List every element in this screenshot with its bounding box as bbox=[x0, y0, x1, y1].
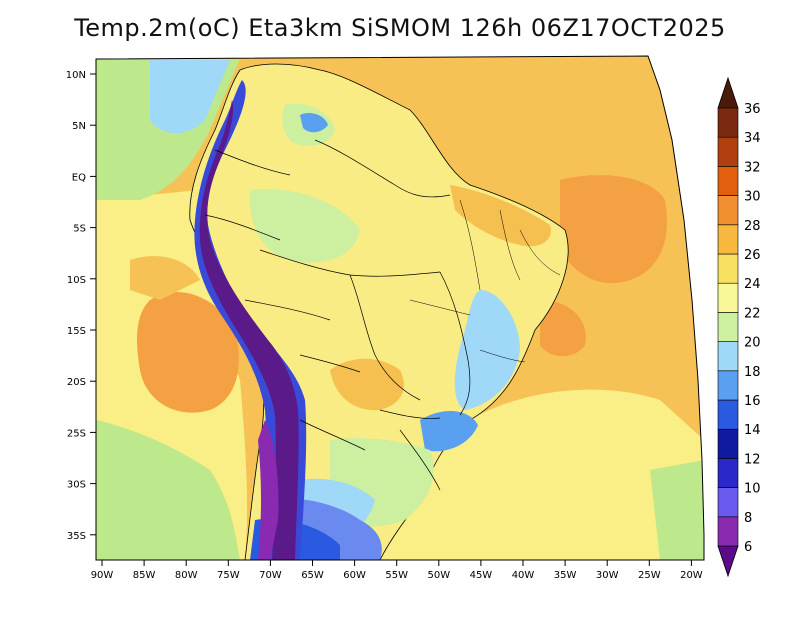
guiana-blue-patch bbox=[300, 113, 328, 133]
pacific-green-band bbox=[96, 420, 240, 560]
lon-label: 70W bbox=[259, 570, 282, 581]
pacific-warm-zone bbox=[137, 291, 239, 413]
colorbar-label: 10 bbox=[744, 482, 761, 497]
colorbar-segment bbox=[717, 136, 739, 167]
map-frame bbox=[95, 55, 705, 561]
lon-label: 45W bbox=[470, 570, 493, 581]
colorbar-label: 32 bbox=[744, 160, 761, 175]
colorbar-segment bbox=[717, 341, 739, 372]
lon-label: 35W bbox=[554, 570, 577, 581]
atlantic-warm-zone bbox=[560, 175, 667, 284]
southeast-cool-highlands bbox=[454, 290, 520, 410]
lon-label: 60W bbox=[343, 570, 366, 581]
colorbar-segment bbox=[717, 516, 739, 547]
lon-label: 25W bbox=[638, 570, 661, 581]
caribbean-sea bbox=[240, 56, 650, 100]
colorbar-segment bbox=[717, 166, 739, 196]
colorbar-label: 26 bbox=[744, 248, 761, 263]
lat-label: 10S bbox=[67, 275, 86, 286]
lat-label: EQ bbox=[72, 172, 86, 183]
lat-label: 20S bbox=[67, 377, 86, 388]
lat-label: 25S bbox=[67, 428, 86, 439]
colorbar-label: 14 bbox=[744, 423, 761, 438]
lon-label: 90W bbox=[91, 570, 114, 581]
lon-label: 65W bbox=[301, 570, 324, 581]
colorbar-label: 34 bbox=[744, 131, 761, 146]
colorbar-segment bbox=[717, 399, 739, 430]
colorbar-label: 6 bbox=[744, 540, 752, 555]
longitude-axis: 90W 85W 80W 75W 70W 65W 60W 55W 50W 45W 40W 35W 30W 2… bbox=[91, 560, 703, 581]
colorbar-segment bbox=[717, 282, 739, 313]
lon-label: 85W bbox=[133, 570, 156, 581]
lat-label: 5S bbox=[73, 224, 86, 235]
andes-deep-peak bbox=[258, 420, 279, 560]
colorbar-segment bbox=[717, 370, 739, 401]
andes-peak-band bbox=[199, 100, 299, 560]
colorbar-segment bbox=[717, 428, 739, 459]
lat-label: 10N bbox=[66, 70, 86, 81]
brazil-border bbox=[259, 139, 471, 491]
colorbar-label: 24 bbox=[744, 277, 761, 292]
lat-label: 30S bbox=[67, 480, 86, 491]
colorbar-label: 12 bbox=[744, 452, 761, 467]
colorbar-label: 28 bbox=[744, 219, 761, 234]
temperature-field bbox=[96, 56, 704, 560]
lon-label: 40W bbox=[512, 570, 535, 581]
colorbar-min-triangle bbox=[717, 545, 739, 578]
southeast-blue-highlands bbox=[420, 410, 478, 452]
colorbar-segment bbox=[717, 195, 739, 226]
lon-label: 80W bbox=[175, 570, 198, 581]
colorbar-segment bbox=[717, 487, 739, 518]
amazon-green-patch bbox=[249, 189, 360, 263]
colorbar-label: 18 bbox=[744, 365, 761, 380]
latitude-axis: 10N 5N EQ 5S 10S 15S 20S 25S 30S 35S bbox=[66, 70, 96, 542]
lon-label: 30W bbox=[596, 570, 619, 581]
state-borders bbox=[409, 199, 561, 363]
country-borders bbox=[204, 139, 561, 491]
colorbar-label: 8 bbox=[744, 511, 752, 526]
northeast-warm-land bbox=[450, 185, 551, 247]
colorbar-segment bbox=[717, 312, 739, 342]
colorbar-label: 22 bbox=[744, 306, 761, 321]
lon-label: 50W bbox=[427, 570, 450, 581]
colorbar-label: 16 bbox=[744, 394, 761, 409]
lon-label: 20W bbox=[680, 570, 703, 581]
pacific-north-blue bbox=[150, 60, 230, 134]
colorbar-segment bbox=[717, 253, 739, 284]
colorbar-label: 36 bbox=[744, 102, 761, 117]
colorbar-label: 20 bbox=[744, 336, 761, 351]
colorbar-label: 30 bbox=[744, 190, 761, 205]
lat-label: 15S bbox=[67, 326, 86, 337]
colorbar-max-triangle bbox=[717, 76, 739, 109]
atlantic-cold-edge bbox=[650, 460, 704, 560]
colorbar-segment bbox=[717, 458, 739, 488]
lat-label: 35S bbox=[67, 531, 86, 542]
colorbar-segment bbox=[717, 107, 739, 138]
andean-borders bbox=[204, 149, 366, 451]
pacific-warm-zone-2 bbox=[130, 256, 200, 300]
colorbar: 6 8 10 12 14 16 18 20 22 24 26 28 30 32 34 36 bbox=[717, 76, 761, 578]
map-title: Temp.2m(oC) Eta3km SiSMOM 126h 06Z17OCT2… bbox=[74, 14, 726, 42]
atlantic-warm-zone-2 bbox=[540, 300, 586, 357]
lon-label: 75W bbox=[217, 570, 240, 581]
colorbar-segment bbox=[717, 224, 739, 255]
lon-label: 55W bbox=[385, 570, 408, 581]
lat-label: 5N bbox=[72, 121, 86, 132]
